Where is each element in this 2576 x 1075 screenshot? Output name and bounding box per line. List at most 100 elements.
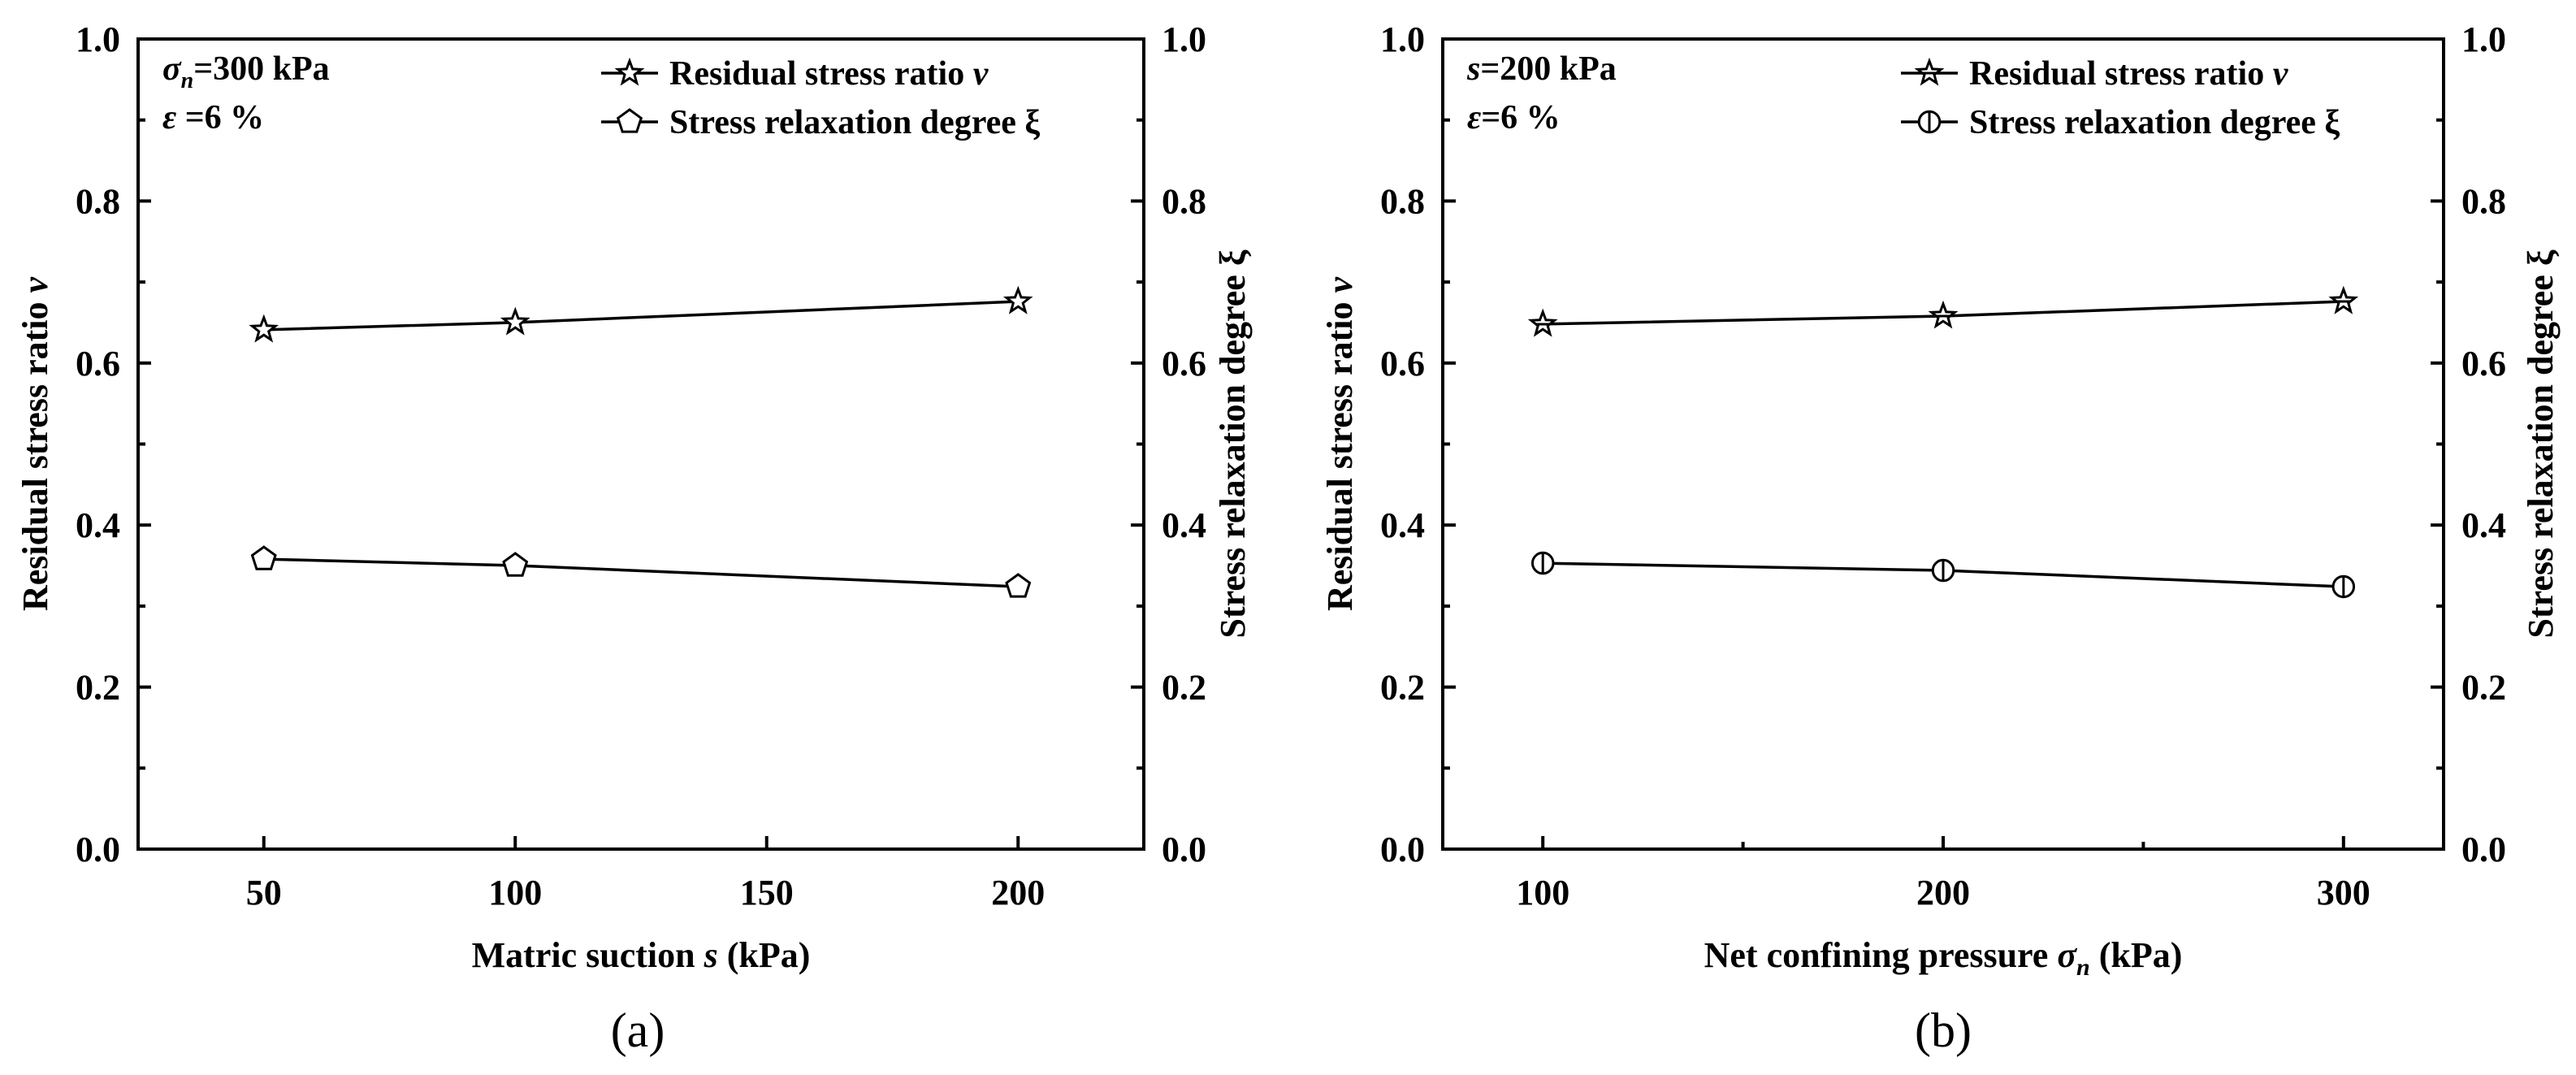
y2-tick-label: 0.0 <box>1162 830 1206 869</box>
x-tick-label: 200 <box>991 873 1045 912</box>
condition-annotation: σn=300 kPa <box>162 50 330 93</box>
y-tick-label: 0.0 <box>76 830 120 869</box>
legend-label-text: Stress relaxation degree ξ <box>1969 104 2340 141</box>
x-axis-title-text: Net confining pressure <box>1704 935 2058 975</box>
x-tick-label: 300 <box>2317 873 2370 912</box>
y-tick-label: 0.4 <box>1380 505 1425 545</box>
legend-label: Residual stress ratio v <box>669 55 989 93</box>
condition-annotation: ε =6 % <box>162 99 264 137</box>
y-tick-label: 1.0 <box>76 20 120 59</box>
y2-tick-label: 1.0 <box>1162 20 1206 59</box>
x-axis-title-unit: (kPa) <box>718 935 811 975</box>
x-axis-title-variable: σ <box>2057 935 2077 975</box>
annotation-value: =6 % <box>176 99 264 137</box>
y2-tick-label: 0.0 <box>2461 830 2506 869</box>
data-point <box>1931 558 1955 583</box>
annotation-subscript: n <box>181 68 194 93</box>
x-tick-label: 200 <box>1916 873 1970 912</box>
x-tick-label: 50 <box>246 873 282 912</box>
legend-label-text: Stress relaxation degree ξ <box>669 104 1040 141</box>
star-marker-icon <box>249 314 279 343</box>
y-axis-title-text: Residual stress ratio <box>1320 293 1360 612</box>
y2-tick-label: 0.6 <box>2461 344 2506 384</box>
legend-entry: Stress relaxation degree ξ <box>1901 104 2340 141</box>
plot-frame <box>1441 37 2445 851</box>
y2-tick-label: 0.4 <box>1162 505 1206 545</box>
y-tick-label: 0.4 <box>76 505 120 545</box>
x-tick-label: 100 <box>488 873 542 912</box>
y-tick-label: 0.0 <box>1380 830 1425 869</box>
pentagon-marker-icon <box>250 545 277 570</box>
y2-tick-label: 0.2 <box>1162 668 1206 708</box>
pentagon-marker-icon <box>616 108 643 133</box>
legend-label: Stress relaxation degree ξ <box>669 104 1040 141</box>
y2-tick-label: 0.6 <box>1162 344 1206 384</box>
legend-label-text: Residual stress ratio <box>1969 55 2273 93</box>
data-point <box>1530 551 1555 575</box>
y-tick-label: 0.2 <box>76 668 120 708</box>
plot-frame <box>136 37 1145 851</box>
y-axis-title-text: Residual stress ratio <box>15 293 55 612</box>
legend-entry: Stress relaxation degree ξ <box>601 104 1040 141</box>
data-point <box>1005 573 1032 598</box>
series-stress-relaxation-degree <box>250 545 1032 598</box>
pentagon-marker-icon <box>502 552 529 577</box>
star-marker-icon <box>614 57 645 86</box>
y2-tick-label: 1.0 <box>2461 20 2506 59</box>
annotation-symbol: ε <box>162 99 176 137</box>
x-axis-title: Net confining pressure σn (kPa) <box>1704 935 2183 981</box>
data-point <box>2331 574 2356 599</box>
y-tick-label: 1.0 <box>1380 20 1425 59</box>
x-axis-title-text: Matric suction <box>472 935 704 975</box>
data-point <box>502 552 529 577</box>
annotation-symbol: s <box>1466 50 1480 88</box>
legend-label: Stress relaxation degree ξ <box>1969 104 2340 141</box>
y2-axis-title: Stress relaxation degree ξ <box>2521 249 2561 638</box>
legend-entry: Residual stress ratio v <box>1901 55 2289 93</box>
series-line <box>263 557 1019 588</box>
y-tick-label: 0.6 <box>1380 344 1425 384</box>
annotation-value: =6 % <box>1481 99 1560 137</box>
legend-label-text: Residual stress ratio <box>669 55 973 93</box>
data-point <box>250 545 277 570</box>
series-line <box>263 300 1019 332</box>
condition-annotation: ε=6 % <box>1467 99 1561 137</box>
y-tick-label: 0.8 <box>1380 181 1425 221</box>
y-axis-title: Residual stress ratio v <box>1320 277 1360 612</box>
x-axis-title: Matric suction s (kPa) <box>472 935 811 975</box>
series-residual-stress-ratio <box>1527 285 2359 337</box>
star-marker-icon <box>500 306 530 336</box>
data-point <box>249 314 279 343</box>
chart-panel-b: 0.0 0.0 0.2 0.2 0.4 0.4 0.6 0.6 0.8 0.8 1.0 1.0 100 2… <box>1320 20 2561 1057</box>
annotation-symbol: ε <box>1467 99 1481 137</box>
x-tick-label: 150 <box>740 873 794 912</box>
x-axis-title-subscript: n <box>2076 954 2090 981</box>
y-tick-label: 0.2 <box>1380 668 1425 708</box>
star-marker-icon <box>1002 285 1033 314</box>
legend-entry: Residual stress ratio v <box>601 55 989 93</box>
panel-label: (a) <box>611 1003 665 1057</box>
series-residual-stress-ratio <box>249 285 1033 343</box>
x-axis-title-variable: s <box>704 935 718 975</box>
annotation-value: =200 kPa <box>1480 50 1616 88</box>
chart-panel-a: 0.0 0.0 0.2 0.2 0.4 0.4 0.6 0.6 0.8 0.8 1.0 1.0 50 10… <box>15 20 1253 1057</box>
y-axis-title-variable: v <box>1320 277 1360 293</box>
y2-tick-label: 0.8 <box>2461 181 2506 221</box>
data-point <box>500 306 530 336</box>
series-stress-relaxation-degree <box>1530 551 2356 599</box>
y2-tick-label: 0.8 <box>1162 181 1206 221</box>
y-axis-title-variable: v <box>15 277 55 293</box>
data-point <box>1928 300 1959 329</box>
y-axis-title: Residual stress ratio v <box>15 277 55 612</box>
x-axis-title-unit: (kPa) <box>2090 935 2183 975</box>
pentagon-marker-icon <box>1005 573 1032 598</box>
y-tick-label: 0.8 <box>76 181 120 221</box>
y-tick-label: 0.6 <box>76 344 120 384</box>
y2-tick-label: 0.2 <box>2461 668 2506 708</box>
x-tick-label: 100 <box>1516 873 1569 912</box>
legend-label-variable: v <box>2273 55 2289 93</box>
panel-label: (b) <box>1915 1003 1972 1057</box>
data-point <box>2328 285 2359 314</box>
y2-tick-label: 0.4 <box>2461 505 2506 545</box>
